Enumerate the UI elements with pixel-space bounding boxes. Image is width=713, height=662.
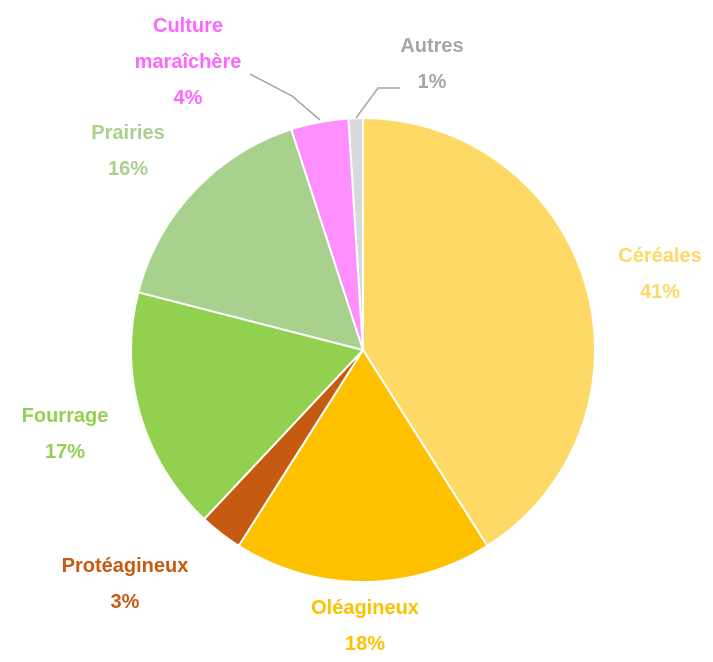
- category-label: Fourrage: [21, 405, 109, 427]
- value-label: 18%: [344, 633, 386, 655]
- slice-label: Oléagineux 18%: [311, 590, 419, 662]
- category-label: Protéagineux: [61, 555, 189, 577]
- value-label: 3%: [110, 591, 140, 613]
- category-label: Oléagineux: [311, 597, 419, 619]
- category-label: Autres: [400, 35, 464, 57]
- pie-slice: [347, 116, 364, 351]
- pie-slice: [130, 291, 365, 521]
- value-label: 17%: [44, 441, 86, 463]
- pie-slice: [362, 116, 596, 548]
- slice-label: Prairies 16%: [91, 115, 164, 187]
- category-label: Culture maraîchère: [134, 15, 242, 73]
- value-label: 1%: [417, 71, 447, 93]
- category-label: Prairies: [91, 122, 165, 144]
- value-label: 41%: [639, 281, 681, 303]
- slice-label: Culture maraîchère 4%: [123, 8, 253, 116]
- pie-slice: [137, 128, 365, 352]
- slice-label: Céréales 41%: [618, 238, 701, 310]
- category-label: Céréales: [618, 245, 702, 267]
- value-label: 4%: [173, 87, 203, 109]
- value-label: 16%: [107, 158, 149, 180]
- slice-label: Autres 1%: [400, 28, 463, 100]
- leader-line: [249, 73, 321, 121]
- pie-slice: [237, 348, 489, 583]
- slice-label: Protéagineux 3%: [62, 548, 189, 620]
- leader-line: [355, 87, 400, 119]
- slice-label: Fourrage 17%: [22, 398, 109, 470]
